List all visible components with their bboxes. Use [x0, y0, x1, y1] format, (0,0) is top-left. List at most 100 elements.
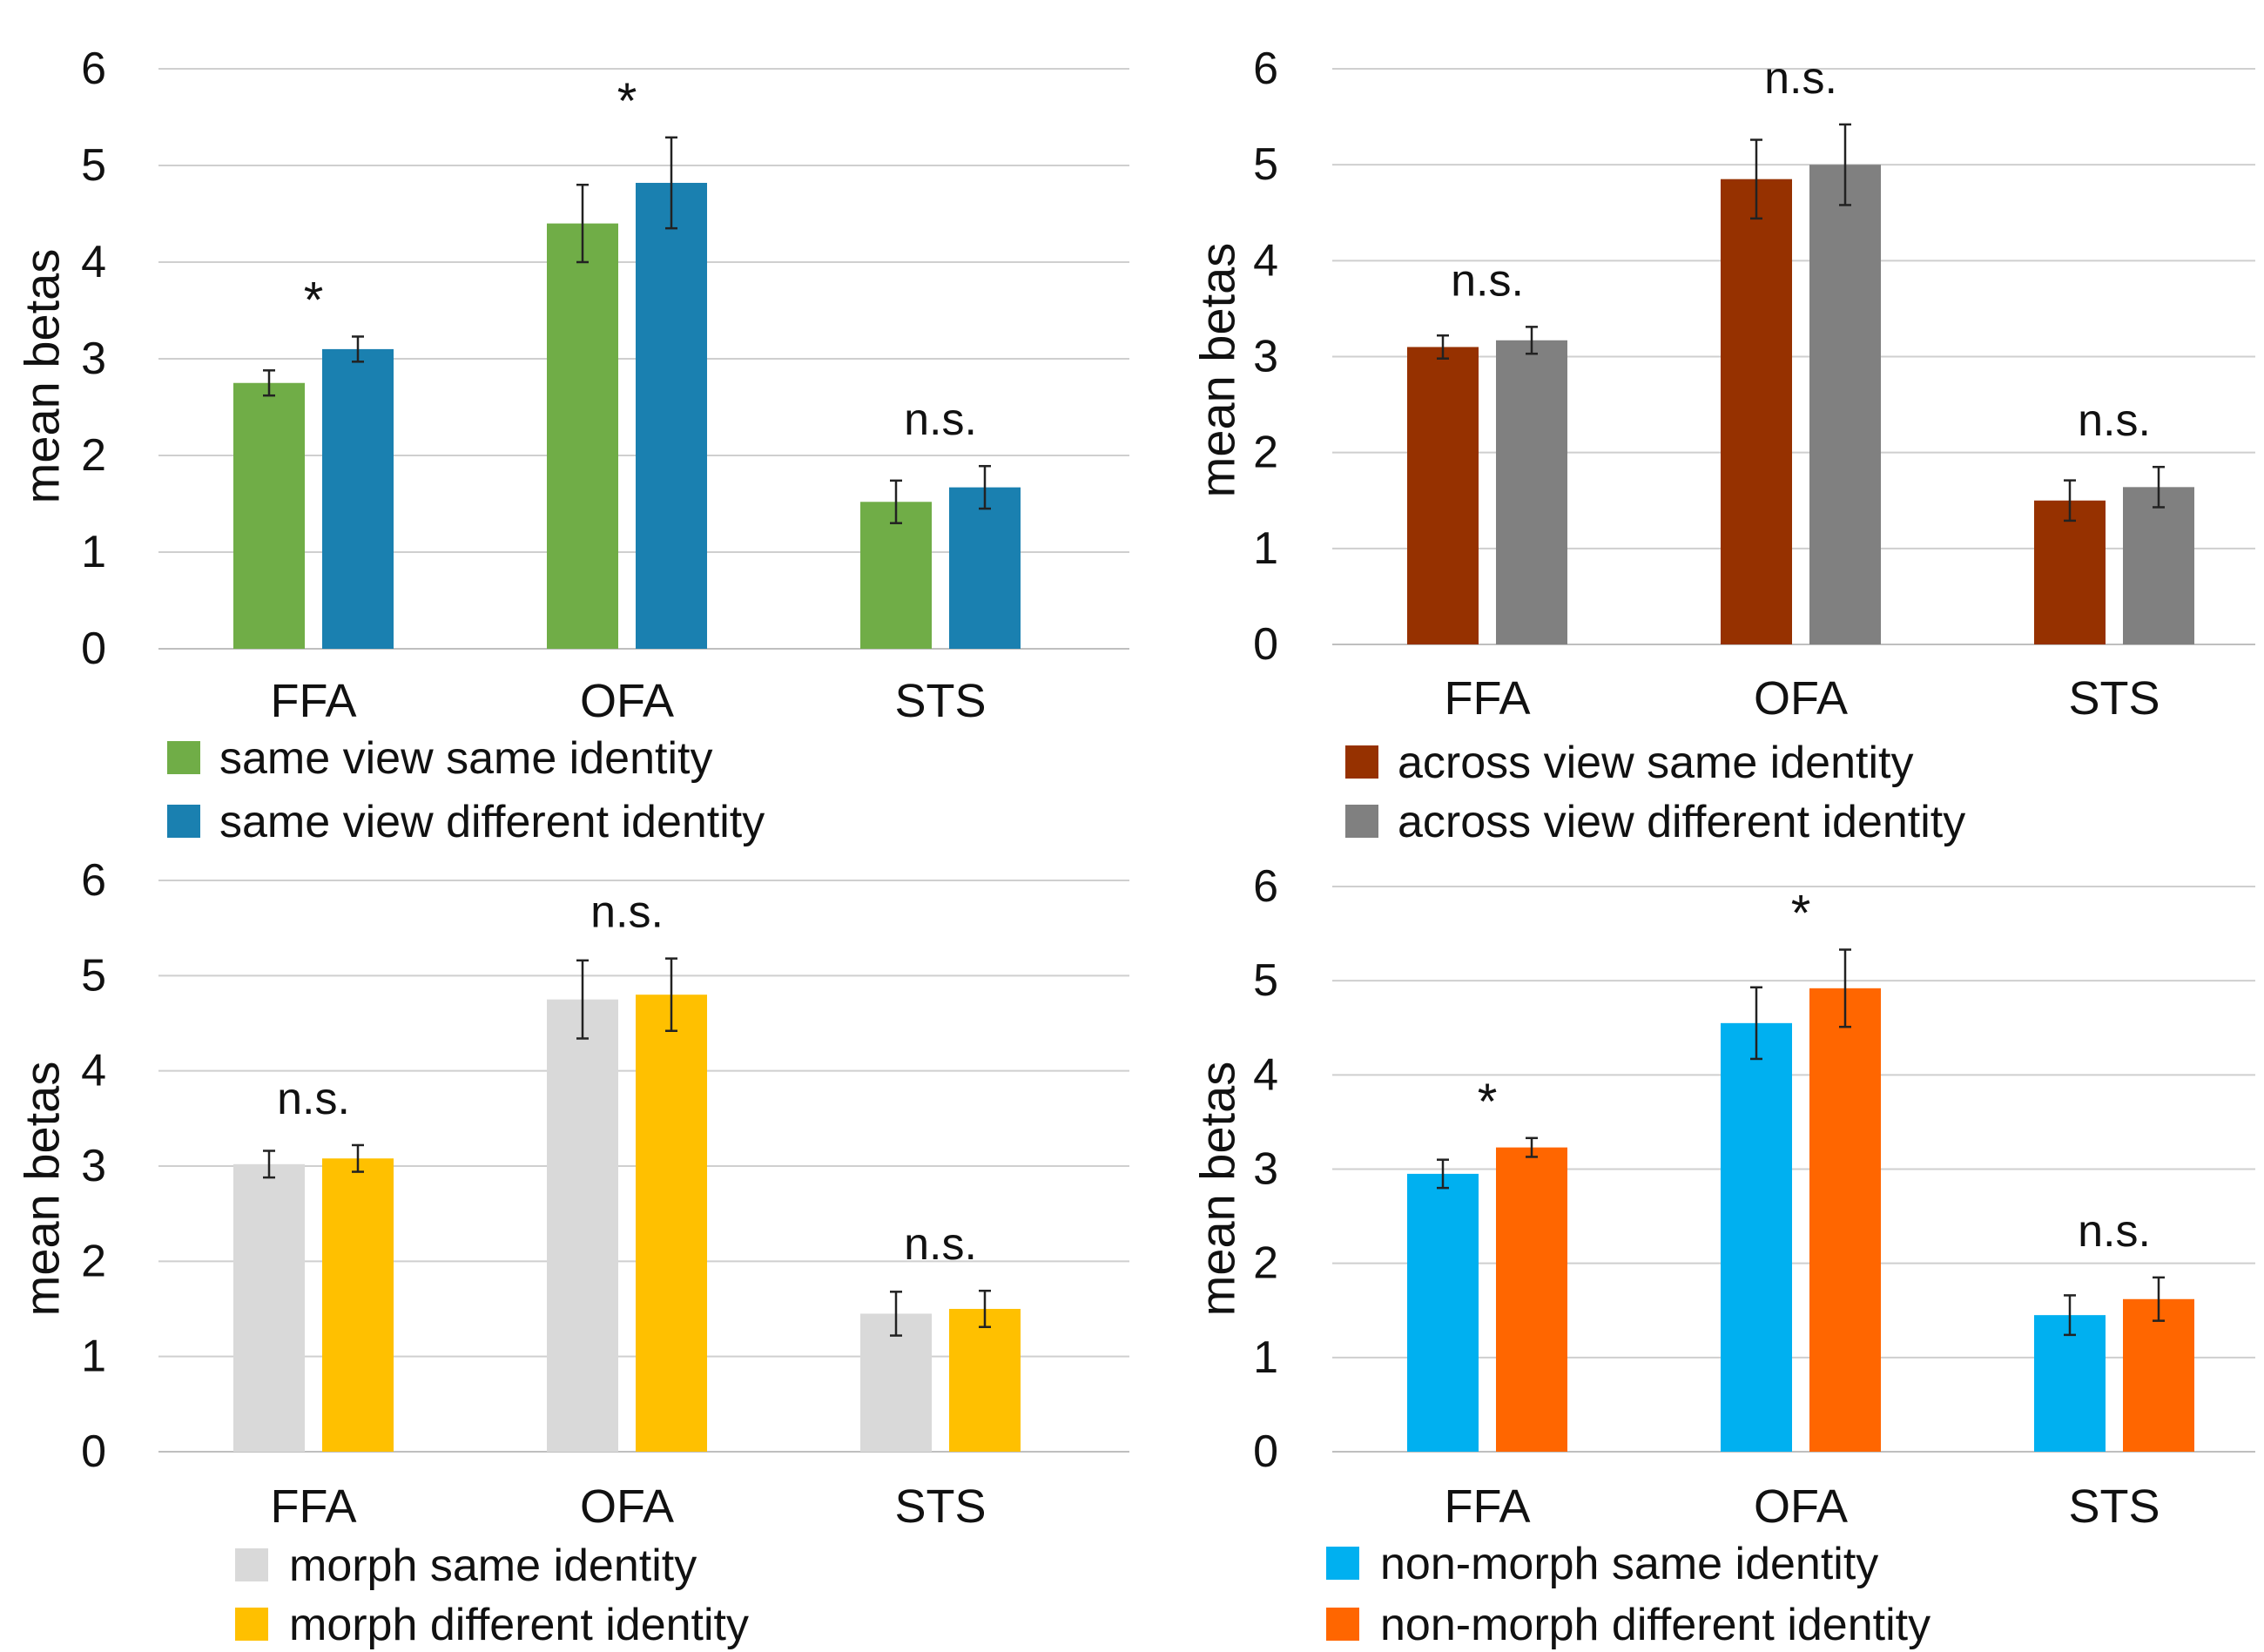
y-tick-label: 3 [1253, 332, 1278, 382]
significance-label: * [304, 272, 324, 328]
significance-label: * [1478, 1074, 1498, 1130]
y-tick-label: 2 [1253, 1238, 1278, 1289]
significance-label: n.s. [1451, 255, 1524, 306]
y-tick-label: 0 [1253, 1426, 1278, 1477]
bar-ffa-series-1 [233, 382, 305, 649]
y-tick-label: 6 [81, 855, 106, 906]
bar-ofa-series-2 [636, 182, 707, 650]
legend-swatch-series-2 [167, 805, 200, 838]
category-label-ofa: OFA [580, 1480, 674, 1533]
legend-swatch-series-1 [1326, 1547, 1359, 1580]
y-axis-label: mean betas [15, 1062, 70, 1317]
legend-label-series-1: across view same identity [1398, 738, 1913, 788]
y-tick-label: 3 [1253, 1144, 1278, 1195]
significance-label: n.s. [277, 1074, 350, 1124]
category-label-sts: STS [894, 675, 986, 727]
bar-sts-series-1 [860, 502, 932, 649]
category-label-ffa: FFA [270, 1480, 356, 1533]
y-tick-label: 6 [1253, 861, 1278, 912]
bar-ofa-series-2 [1809, 165, 1881, 644]
significance-label: * [617, 73, 637, 130]
legend-swatch-series-1 [235, 1548, 268, 1581]
bar-sts-series-2 [949, 487, 1021, 649]
bar-sts-series-2 [2123, 487, 2194, 644]
legend-swatch-series-2 [1345, 805, 1378, 838]
significance-label: n.s. [2078, 1206, 2151, 1257]
legend-label-series-1: same view same identity [219, 733, 712, 784]
significance-label: * [1791, 885, 1811, 941]
bar-ffa-series-1 [233, 1163, 305, 1452]
legend-label-series-1: non-morph same identity [1380, 1539, 1878, 1589]
legend-label-series-2: non-morph different identity [1380, 1600, 1930, 1650]
bar-ofa-series-2 [1809, 988, 1881, 1452]
y-tick-label: 6 [1253, 44, 1278, 94]
y-tick-label: 1 [1253, 523, 1278, 574]
category-label-sts: STS [2068, 1480, 2160, 1533]
y-tick-label: 1 [1253, 1332, 1278, 1383]
y-tick-label: 1 [81, 1332, 106, 1382]
bar-ofa-series-1 [547, 223, 618, 649]
panel-non-morph: 0 1 2 3 4 5 6 mean betas FFA * OFA * STS n.s. non-morp… [1190, 861, 2255, 1650]
y-tick-label: 3 [81, 1141, 106, 1191]
bar-sts-series-1 [2034, 1315, 2106, 1452]
category-label-ffa: FFA [1444, 672, 1530, 725]
bar-ofa-series-1 [1721, 1022, 1792, 1452]
category-label-ofa: OFA [580, 675, 674, 727]
legend-label-series-2: same view different identity [219, 797, 765, 847]
bar-sts-series-2 [2123, 1298, 2194, 1452]
bar-ffa-series-1 [1407, 1173, 1479, 1452]
legend-label-series-1: morph same identity [289, 1541, 697, 1591]
y-tick-label: 0 [81, 624, 106, 674]
category-label-ffa: FFA [270, 675, 356, 727]
category-label-sts: STS [2068, 672, 2160, 725]
significance-label: n.s. [590, 887, 664, 938]
legend-swatch-series-2 [1326, 1608, 1359, 1641]
bar-sts-series-1 [860, 1313, 932, 1452]
y-tick-label: 1 [81, 527, 106, 577]
y-axis-label: mean betas [1190, 243, 1245, 498]
y-tick-label: 3 [81, 334, 106, 384]
y-tick-label: 5 [81, 140, 106, 191]
y-tick-label: 2 [1253, 428, 1278, 478]
significance-label: n.s. [1764, 53, 1837, 104]
panel-morph: 0 1 2 3 4 5 6 mean betas FFA n.s. OFA n.s. STS n.s. mo… [15, 855, 1129, 1650]
y-tick-label: 2 [81, 1236, 106, 1286]
bar-ffa-series-2 [1496, 340, 1567, 644]
significance-label: n.s. [904, 394, 977, 445]
category-label-sts: STS [894, 1480, 986, 1533]
bar-sts-series-1 [2034, 500, 2106, 644]
bar-ofa-series-1 [547, 999, 618, 1452]
legend-label-series-2: morph different identity [289, 1600, 749, 1650]
y-tick-label: 4 [1253, 235, 1278, 286]
category-label-ffa: FFA [1444, 1480, 1530, 1533]
y-axis-label: mean betas [15, 249, 70, 504]
bar-ofa-series-1 [1721, 179, 1792, 645]
y-tick-label: 2 [81, 430, 106, 481]
significance-label: n.s. [904, 1219, 977, 1270]
legend-swatch-series-2 [235, 1608, 268, 1641]
y-tick-label: 5 [1253, 955, 1278, 1006]
significance-label: n.s. [2078, 395, 2151, 446]
bar-ofa-series-2 [636, 995, 707, 1452]
bar-sts-series-2 [949, 1309, 1021, 1452]
y-tick-label: 4 [81, 1046, 106, 1096]
panel-across-view: 0 1 2 3 4 5 6 mean betas FFA n.s. OFA n.s. STS n.s. ac… [1190, 44, 2255, 847]
legend-swatch-series-1 [1345, 745, 1378, 779]
bar-ffa-series-1 [1407, 347, 1479, 644]
y-tick-label: 4 [1253, 1049, 1278, 1100]
y-tick-label: 0 [1253, 619, 1278, 670]
bar-ffa-series-2 [322, 1158, 394, 1452]
bar-ffa-series-2 [322, 348, 394, 649]
y-tick-label: 5 [81, 950, 106, 1001]
y-tick-label: 6 [81, 44, 106, 94]
panel-same-view: 0 1 2 3 4 5 6 mean betas FFA * OFA * STS n.s. same vie… [15, 44, 1129, 847]
y-tick-label: 0 [81, 1426, 106, 1477]
category-label-ofa: OFA [1754, 1480, 1848, 1533]
y-tick-label: 4 [81, 237, 106, 287]
y-axis-label: mean betas [1190, 1062, 1245, 1317]
legend-label-series-2: across view different identity [1398, 797, 1965, 847]
legend-swatch-series-1 [167, 741, 200, 774]
y-tick-label: 5 [1253, 139, 1278, 190]
bar-ffa-series-2 [1496, 1147, 1567, 1452]
